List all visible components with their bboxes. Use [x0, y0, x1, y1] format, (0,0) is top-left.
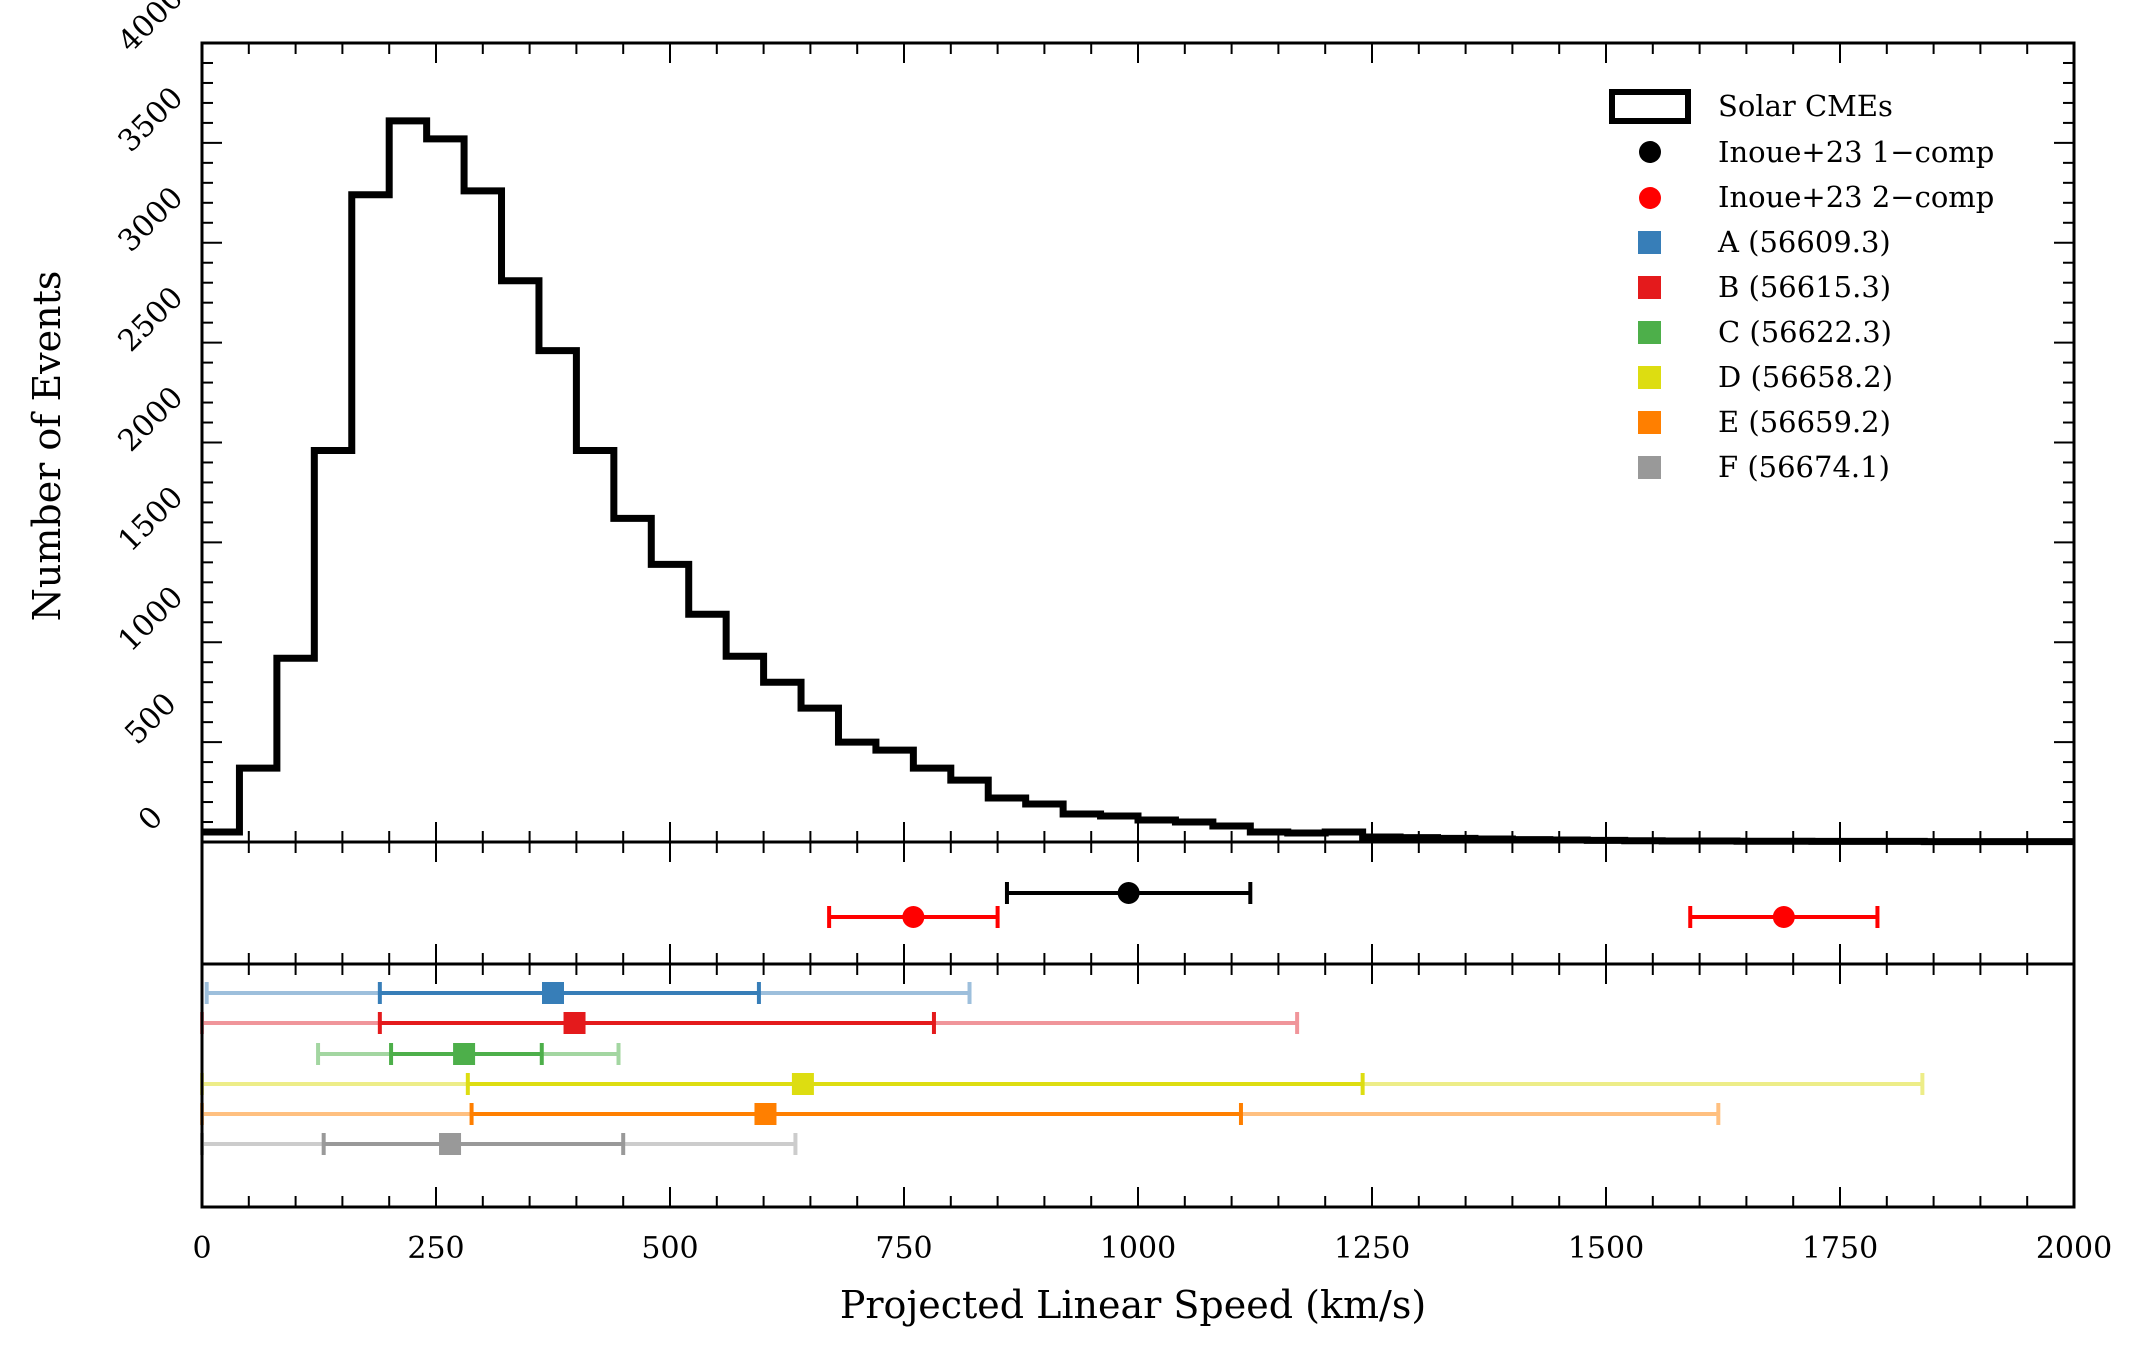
x-tick-label-1500: 1500: [1568, 1231, 1644, 1266]
legend-marker-epoch-f: [1638, 456, 1661, 479]
x-tick-label-750: 750: [875, 1231, 932, 1266]
epoch-f-point: [439, 1133, 462, 1155]
legend-marker-epoch-c: [1638, 321, 1661, 344]
legend-marker-epoch-d: [1638, 366, 1661, 389]
legend-label-epoch-a: A (56609.3): [1717, 225, 1891, 259]
inoue-point-1: [902, 906, 925, 928]
x-tick-label-1250: 1250: [1334, 1231, 1410, 1266]
inoue-panel: [827, 882, 1880, 928]
legend-label-epoch-e: E (56659.2): [1718, 405, 1891, 439]
epoch-e-point: [754, 1103, 777, 1125]
panel-frames: [200, 41, 2076, 1209]
inoue-point-0: [1117, 882, 1140, 904]
legend-label-epoch-f: F (56674.1): [1718, 450, 1890, 484]
legend-marker-epoch-a: [1638, 231, 1661, 254]
x-tick-label-1750: 1750: [1802, 1231, 1878, 1266]
epoch-a-point: [542, 982, 564, 1004]
legend-label-inoue-1comp: Inoue+23 1−comp: [1718, 135, 1994, 169]
inoue-point-2: [1772, 906, 1795, 928]
epochs-panel: [200, 982, 1925, 1155]
x-tick-label-2000: 2000: [2036, 1231, 2112, 1266]
x-tick-label-250: 250: [407, 1231, 464, 1266]
legend-label-epoch-c: C (56622.3): [1718, 315, 1892, 349]
x-axis-title: Projected Linear Speed (km/s): [840, 1283, 1426, 1327]
x-tick-label-0: 0: [192, 1231, 211, 1266]
legend-marker-inoue-2comp: [1639, 187, 1661, 209]
epoch-c-point: [453, 1043, 476, 1065]
y-axis-title: Number of Events: [25, 271, 69, 622]
x-tick-label-1000: 1000: [1100, 1231, 1176, 1266]
legend-label-inoue-2comp: Inoue+23 2−comp: [1718, 180, 1994, 214]
legend-label-solar-cmes: Solar CMEs: [1718, 89, 1893, 123]
epoch-b-point: [563, 1012, 586, 1034]
legend-marker-epoch-b: [1638, 276, 1661, 299]
panel-frame-2: [200, 962, 2076, 1209]
legend-label-epoch-d: D (56658.2): [1718, 360, 1893, 394]
x-tick-label-500: 500: [641, 1231, 698, 1266]
legend-marker-epoch-e: [1638, 411, 1661, 434]
epoch-d-point: [791, 1073, 814, 1095]
legend: Solar CMEs Inoue+23 1−comp Inoue+23 2−co…: [1609, 89, 1994, 484]
legend-label-epoch-b: B (56615.3): [1718, 270, 1891, 304]
legend-histogram-swatch: [1609, 89, 1691, 124]
legend-marker-inoue-1comp: [1639, 141, 1661, 163]
